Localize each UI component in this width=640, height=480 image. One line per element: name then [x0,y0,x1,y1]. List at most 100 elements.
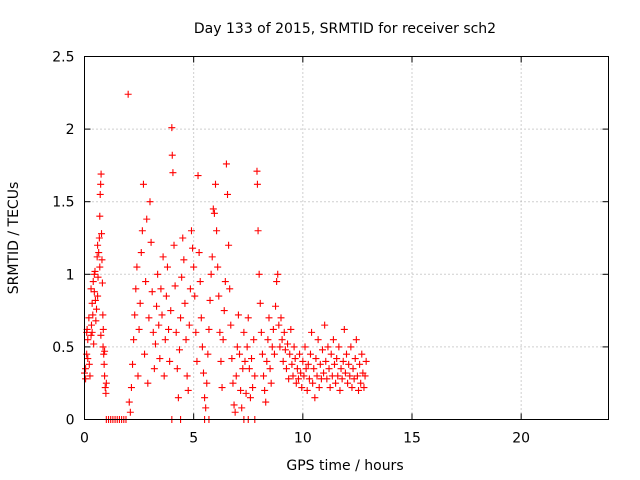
data-point [312,355,320,363]
data-point [286,350,294,358]
data-point [178,273,186,281]
data-point [84,336,92,344]
data-point [290,343,298,351]
data-point [182,336,190,344]
x-tick-label: 20 [512,431,530,447]
data-point [197,314,205,322]
plot-frame [84,56,609,420]
data-point [84,355,92,363]
data-point [216,328,224,336]
data-point [239,365,247,373]
data-point [135,325,143,333]
data-point [352,336,360,344]
data-point [208,253,216,261]
data-point [153,302,161,310]
data-point [100,350,108,358]
data-point [131,311,139,319]
data-point [93,253,101,261]
data-point [156,355,164,363]
data-point [203,379,211,387]
data-point [222,160,230,168]
data-point [162,292,170,300]
data-point [253,180,261,188]
data-point [267,379,275,387]
data-point [93,305,101,313]
data-point [95,234,103,242]
data-point [99,325,107,333]
data-point [287,325,295,333]
data-point [126,408,134,416]
data-point [151,340,159,348]
data-point [98,256,106,264]
data-point [101,384,109,392]
data-point [210,209,218,217]
data-point [344,379,352,387]
data-point [168,124,176,132]
data-point [87,285,95,293]
data-point [304,360,312,368]
data-point [150,365,158,373]
data-point [82,375,90,383]
data-point [321,321,329,329]
data-point [250,336,258,344]
data-point [155,321,163,329]
data-point [148,288,156,296]
data-point [215,292,223,300]
data-point [237,386,245,394]
data-point [276,343,284,351]
data-point [230,401,238,409]
data-point [201,394,209,402]
data-point [355,386,363,394]
data-point [273,278,281,286]
data-point [291,355,299,363]
data-point [358,350,366,358]
data-point [187,227,195,235]
data-point [361,372,369,380]
data-point [130,336,138,344]
y-tick-label: 1.5 [52,195,74,211]
data-point [362,357,370,365]
data-point [134,372,142,380]
data-point [205,325,213,333]
data-point [85,314,93,322]
data-point [89,278,97,286]
data-point [227,321,235,329]
data-point [233,343,241,351]
data-point [329,336,337,344]
data-point [308,328,316,336]
data-point [226,285,234,293]
data-point [315,384,323,392]
data-point [251,372,259,380]
data-point [269,325,277,333]
data-point [346,372,354,380]
data-point [309,379,317,387]
data-point [258,350,266,358]
data-point [333,355,341,363]
data-point [311,394,319,402]
data-point [192,328,200,336]
data-point [348,384,356,392]
data-point [191,292,199,300]
data-point [255,270,263,278]
data-point [265,314,273,322]
data-point [231,408,239,416]
data-point [301,343,309,351]
data-point [316,360,324,368]
x-tick-label: 5 [189,431,198,447]
data-point [133,263,141,271]
data-point [297,369,305,377]
data-point [243,343,251,351]
data-point [102,379,110,387]
data-point [92,317,100,325]
data-point [326,384,334,392]
data-point [347,343,355,351]
data-point [219,336,227,344]
data-point [349,365,357,373]
data-point [325,365,333,373]
y-tick-label: 1 [66,267,75,283]
data-point [184,386,192,394]
data-point [88,328,96,336]
data-point [279,357,287,365]
data-point [256,299,264,307]
data-point [214,263,222,271]
